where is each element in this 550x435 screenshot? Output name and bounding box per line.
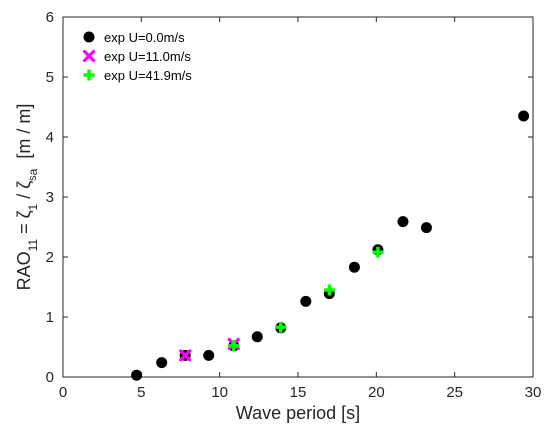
data-point	[420, 222, 432, 234]
x-axis-label: Wave period [s]	[236, 403, 360, 423]
data-point	[179, 349, 192, 362]
legend-item: exp U=11.0m/s	[82, 49, 191, 64]
series-3	[228, 246, 384, 352]
x-axis: 0 5 10 15 20 25 30	[59, 17, 542, 401]
plot-area	[62, 16, 534, 378]
legend-label: exp U=0.0m/s	[104, 30, 185, 45]
x-tick-label: 25	[446, 384, 463, 401]
data-point	[372, 246, 384, 258]
data-point	[348, 261, 360, 273]
data-point	[131, 369, 143, 381]
data-point	[518, 110, 530, 122]
y-tick-label: 1	[46, 309, 54, 326]
legend-marker	[83, 31, 95, 43]
legend-label: exp U=11.0m/s	[104, 49, 191, 64]
data-point	[323, 284, 335, 296]
data-point	[275, 321, 287, 333]
legend-marker	[82, 49, 96, 63]
y-tick-label: 3	[46, 189, 54, 206]
legend-item: exp U=41.9m/s	[83, 68, 192, 83]
y-axis: 0 1 2 3 4 5 6	[46, 9, 533, 386]
y-tick-label: 5	[46, 69, 54, 86]
x-tick-label: 30	[525, 384, 542, 401]
legend-item: exp U=0.0m/s	[83, 30, 185, 45]
x-tick-label: 15	[290, 384, 307, 401]
y-tick-label: 6	[46, 9, 54, 26]
data-points	[131, 110, 530, 381]
data-point	[228, 340, 240, 352]
data-point	[397, 216, 409, 228]
y-tick-label: 4	[46, 129, 54, 146]
x-tick-label: 20	[368, 384, 385, 401]
x-tick-label: 5	[137, 384, 145, 401]
y-axis-label: RAO11 = ζ1 / ζsa [m / m]	[14, 104, 40, 291]
data-point	[251, 331, 263, 343]
x-tick-label: 0	[59, 384, 67, 401]
data-point	[203, 349, 215, 361]
legend-marker	[83, 69, 95, 81]
legend: exp U=0.0m/s exp U=11.0m/s exp U=41.9m/s	[82, 30, 192, 83]
legend-label: exp U=41.9m/s	[104, 68, 192, 83]
data-point	[300, 295, 312, 307]
x-tick-label: 10	[211, 384, 228, 401]
data-point	[156, 357, 168, 369]
y-tick-label: 2	[46, 249, 54, 266]
y-tick-label: 0	[46, 369, 54, 386]
